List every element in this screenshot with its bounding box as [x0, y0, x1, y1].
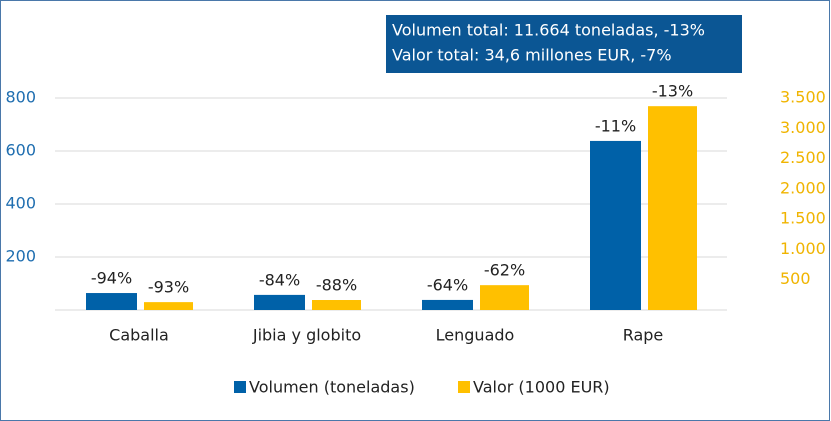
bar — [422, 299, 473, 310]
y-tick-label: 600 — [5, 141, 36, 160]
y2-tick-label: 3.500 — [780, 88, 826, 107]
legend-swatch — [234, 381, 246, 393]
legend-swatch — [458, 381, 470, 393]
bar-annotation: -94% — [91, 269, 132, 288]
y2-tick-label: 2.000 — [780, 178, 826, 197]
x-tick-label: Caballa — [109, 326, 169, 345]
bar-annotation: -64% — [427, 275, 468, 294]
bar-annotation: -88% — [316, 276, 357, 295]
y2-tick-label: 1.500 — [780, 209, 826, 228]
annotation-line: Volumen total: 11.664 toneladas, -13% — [392, 21, 705, 40]
bar-annotation: -62% — [484, 261, 525, 280]
bar — [590, 140, 641, 310]
x-tick-label: Lenguado — [436, 326, 515, 345]
legend-label: Volumen (toneladas) — [249, 378, 415, 397]
bar-annotation: -11% — [595, 116, 636, 135]
y-tick-label: 800 — [5, 88, 36, 107]
bar-annotation: -93% — [148, 278, 189, 297]
y-tick-label: 400 — [5, 194, 36, 213]
bar-annotation: -13% — [652, 82, 693, 101]
bar — [480, 285, 529, 310]
bar — [86, 293, 137, 310]
y2-tick-label: 3.000 — [780, 118, 826, 137]
bar-annotation: -84% — [259, 270, 300, 289]
annotation-line: Valor total: 34,6 millones EUR, -7% — [392, 46, 672, 65]
x-tick-label: Jibia y globito — [252, 326, 361, 345]
x-tick-label: Rape — [623, 326, 664, 345]
y2-tick-label: 2.500 — [780, 148, 826, 167]
y-tick-label: 200 — [5, 247, 36, 266]
bar — [144, 302, 193, 310]
legend-label: Valor (1000 EUR) — [473, 378, 610, 397]
y2-tick-label: 500 — [780, 269, 811, 288]
y2-tick-label: 1.000 — [780, 239, 826, 258]
annotation-box — [386, 15, 742, 73]
bar — [254, 294, 305, 310]
bar — [312, 300, 361, 310]
bar — [648, 106, 697, 310]
